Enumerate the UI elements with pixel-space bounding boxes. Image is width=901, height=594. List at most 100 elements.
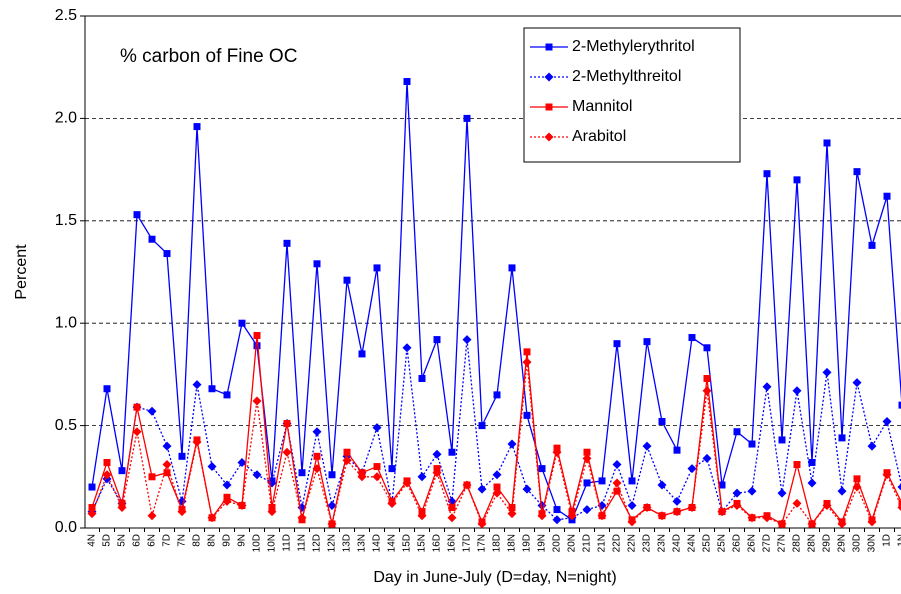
data-point: [238, 319, 246, 327]
data-point: [658, 418, 666, 426]
data-point: [253, 342, 261, 350]
data-point: [582, 505, 592, 515]
data-point: [567, 511, 577, 521]
x-tick-label: 7N: [177, 534, 188, 547]
x-tick-label: 11D: [282, 534, 293, 552]
data-point: [537, 511, 547, 521]
data-point: [868, 241, 876, 249]
data-point: [163, 250, 171, 258]
x-tick-label: 18D: [492, 534, 503, 552]
x-tick-label: 14D: [372, 534, 383, 552]
x-tick-label: 6D: [132, 534, 143, 547]
x-tick-label: 27N: [777, 534, 788, 552]
data-point: [312, 464, 322, 474]
data-point: [162, 460, 172, 470]
data-point: [778, 436, 786, 444]
data-point: [103, 458, 111, 466]
data-point: [388, 465, 396, 473]
data-point: [583, 479, 591, 487]
data-point: [762, 513, 772, 523]
data-point: [252, 396, 262, 406]
x-tick-label: 30D: [852, 534, 863, 552]
data-point: [882, 417, 892, 427]
data-point: [867, 517, 877, 527]
x-tick-label: 30N: [867, 534, 878, 552]
x-tick-label: 1D: [882, 534, 893, 547]
data-point: [852, 378, 862, 388]
y-axis-title: Percent: [13, 244, 30, 300]
data-point: [598, 477, 606, 485]
data-point: [463, 114, 471, 122]
data-point: [252, 470, 262, 480]
x-tick-label: 21N: [597, 534, 608, 552]
data-point: [343, 276, 351, 284]
data-point: [777, 488, 787, 498]
data-point: [207, 462, 217, 472]
data-point: [492, 488, 502, 498]
data-point: [762, 382, 772, 392]
data-point: [372, 423, 382, 433]
x-tick-label: 19D: [522, 534, 533, 552]
data-point: [703, 344, 711, 352]
data-point: [432, 449, 442, 459]
x-tick-label: 13D: [342, 534, 353, 552]
data-point: [282, 447, 292, 457]
data-point: [298, 469, 306, 477]
data-point: [133, 403, 141, 411]
x-tick-label: 10N: [267, 534, 278, 552]
y-tick-label: 1.5: [55, 212, 77, 229]
data-point: [88, 483, 96, 491]
plot-area: [87, 78, 901, 529]
data-point: [552, 515, 562, 525]
data-point: [148, 473, 156, 481]
data-point: [418, 374, 426, 382]
data-point: [732, 500, 742, 510]
data-point: [553, 506, 561, 514]
data-point: [177, 507, 187, 517]
legend-label: Arabitol: [572, 128, 626, 145]
data-point: [792, 498, 802, 508]
data-point: [642, 441, 652, 451]
data-point: [612, 478, 622, 488]
legend-box: [523, 27, 741, 163]
data-point: [297, 513, 307, 523]
data-point: [627, 517, 637, 527]
x-tick-label: 10D: [252, 534, 263, 552]
x-tick-label: 26N: [747, 534, 758, 552]
data-point: [178, 452, 186, 460]
data-point: [283, 420, 291, 428]
data-point: [748, 440, 756, 448]
data-point: [673, 446, 681, 454]
x-tick-label: 20D: [552, 534, 563, 552]
data-point: [373, 264, 381, 272]
data-point: [253, 331, 261, 339]
data-point: [373, 463, 381, 471]
data-point: [147, 406, 157, 416]
x-tick-label: 21D: [582, 534, 593, 552]
x-tick-label: 19N: [537, 534, 548, 552]
data-point: [643, 338, 651, 346]
data-point: [223, 391, 231, 399]
data-point: [133, 211, 141, 219]
data-point: [417, 472, 427, 482]
data-point: [237, 457, 247, 467]
y-tick-label: 2.5: [55, 7, 77, 24]
data-point: [433, 336, 441, 344]
data-point: [448, 504, 456, 512]
data-point: [853, 168, 861, 176]
x-tick-label: 5D: [102, 534, 113, 547]
x-tick-label: 5N: [117, 534, 128, 547]
data-point: [883, 192, 891, 200]
data-point: [747, 486, 757, 496]
data-point: [192, 437, 202, 447]
data-point: [792, 386, 802, 396]
y-tick-label: 2.0: [55, 110, 77, 127]
x-tick-label: 15D: [402, 534, 413, 552]
data-point: [837, 486, 847, 496]
x-tick-label: 8N: [207, 534, 218, 547]
data-point: [627, 500, 637, 510]
data-point: [342, 455, 352, 465]
data-point: [387, 498, 397, 508]
data-point: [642, 503, 652, 513]
data-point: [447, 513, 457, 523]
